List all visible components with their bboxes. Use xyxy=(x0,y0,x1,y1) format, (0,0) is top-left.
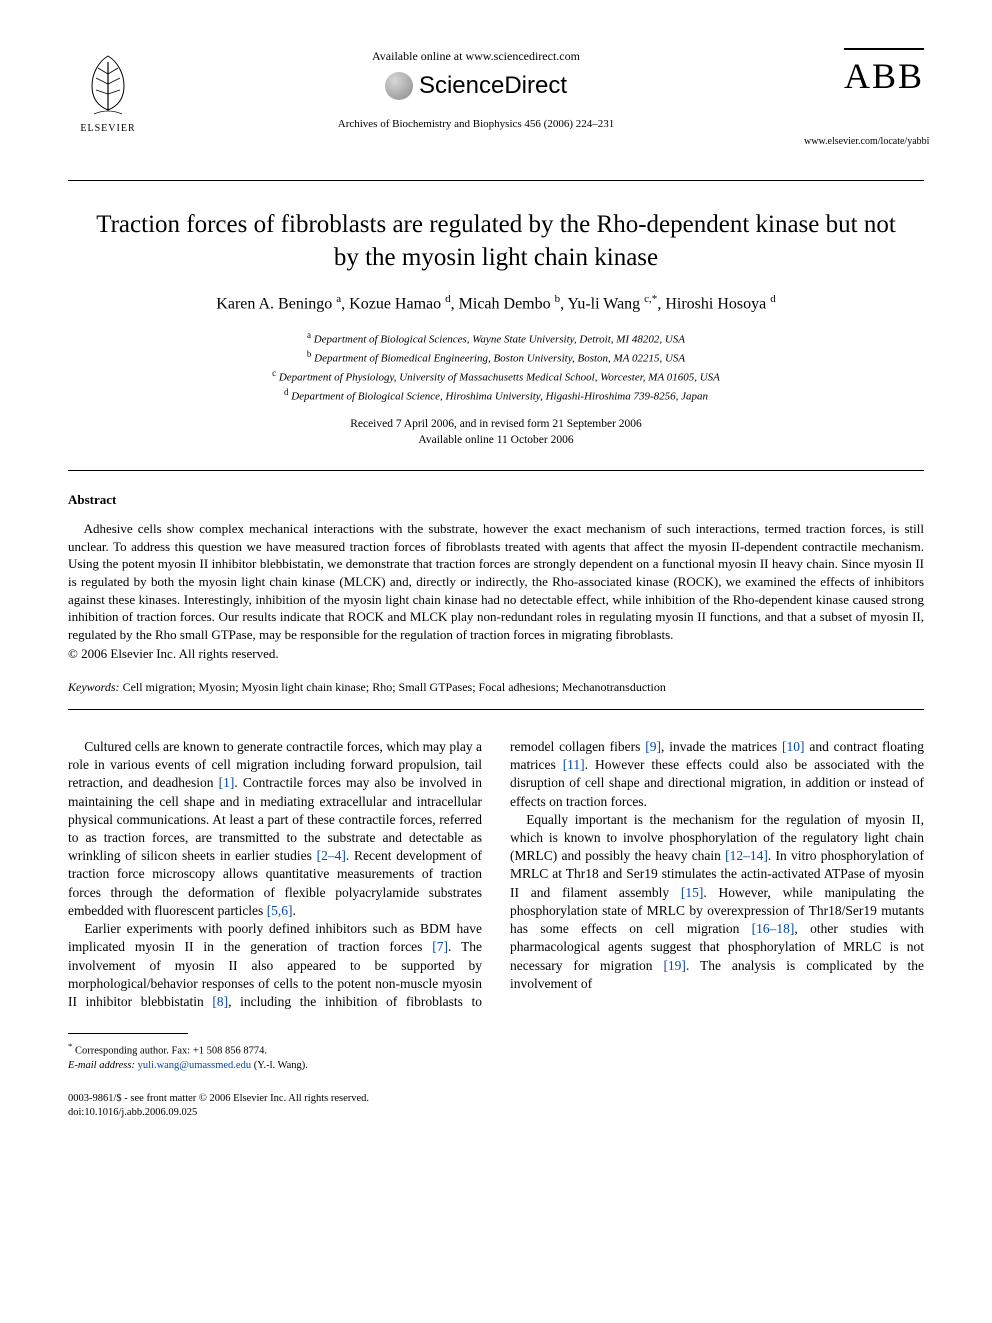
issn-copyright: 0003-9861/$ - see front matter © 2006 El… xyxy=(68,1092,924,1106)
header-right: ABB www.elsevier.com/locate/yabbi xyxy=(804,48,924,148)
abstract-heading: Abstract xyxy=(68,491,924,509)
front-matter-line: 0003-9861/$ - see front matter © 2006 El… xyxy=(68,1092,924,1119)
author-2-aff: d xyxy=(445,293,451,305)
keywords-text: Cell migration; Myosin; Myosin light cha… xyxy=(120,680,666,694)
sciencedirect-logo: ScienceDirect xyxy=(168,70,784,102)
body-para-3: Equally important is the mechanism for t… xyxy=(510,811,924,993)
footnote-rule xyxy=(68,1033,188,1034)
ref-link-11[interactable]: [11] xyxy=(563,757,585,772)
author-5-aff: d xyxy=(770,293,776,305)
author-5: Hiroshi Hosoya xyxy=(665,295,766,312)
elsevier-logo-block: ELSEVIER xyxy=(68,48,148,136)
affiliation-b: b Department of Biomedical Engineering, … xyxy=(68,348,924,367)
ref-link-19[interactable]: [19] xyxy=(663,958,686,973)
header-center: Available online at www.sciencedirect.co… xyxy=(148,48,804,131)
affiliations-block: a Department of Biological Sciences, Way… xyxy=(68,329,924,406)
email-address[interactable]: yuli.wang@umassmed.edu xyxy=(138,1060,252,1071)
online-date: Available online 11 October 2006 xyxy=(68,432,924,448)
abstract-copyright: © 2006 Elsevier Inc. All rights reserved… xyxy=(68,645,924,663)
ref-link-12-14[interactable]: [12–14] xyxy=(725,848,768,863)
ref-link-15[interactable]: [15] xyxy=(681,885,704,900)
author-3: Micah Dembo xyxy=(459,295,551,312)
available-online-text: Available online at www.sciencedirect.co… xyxy=(168,48,784,64)
sciencedirect-text: ScienceDirect xyxy=(419,70,567,102)
email-suffix: (Y.-l. Wang). xyxy=(251,1060,308,1071)
affiliation-c: c Department of Physiology, University o… xyxy=(68,367,924,386)
dates-block: Received 7 April 2006, and in revised fo… xyxy=(68,416,924,448)
author-3-aff: b xyxy=(555,293,561,305)
journal-logo-abb: ABB xyxy=(844,48,924,101)
ref-link-1[interactable]: [1] xyxy=(219,775,235,790)
email-label: E-mail address: xyxy=(68,1060,135,1071)
author-2: Kozue Hamao xyxy=(349,295,441,312)
author-1: Karen A. Beningo xyxy=(216,295,332,312)
abstract-body: Adhesive cells show complex mechanical i… xyxy=(68,520,924,643)
author-1-aff: a xyxy=(336,293,341,305)
doi: doi:10.1016/j.abb.2006.09.025 xyxy=(68,1106,924,1120)
sciencedirect-ball-icon xyxy=(385,72,413,100)
keywords-line: Keywords: Cell migration; Myosin; Myosin… xyxy=(68,679,924,695)
ref-link-7[interactable]: [7] xyxy=(432,939,448,954)
affiliation-a: a Department of Biological Sciences, Way… xyxy=(68,329,924,348)
abstract-bottom-rule xyxy=(68,709,924,710)
received-date: Received 7 April 2006, and in revised fo… xyxy=(68,416,924,432)
article-title: Traction forces of fibroblasts are regul… xyxy=(88,209,904,274)
author-4-aff: c,* xyxy=(644,293,657,305)
corresponding-author: * Corresponding author. Fax: +1 508 856 … xyxy=(68,1040,924,1059)
author-4: Yu-li Wang xyxy=(568,295,641,312)
ref-link-5-6[interactable]: [5,6] xyxy=(267,903,293,918)
ref-link-10[interactable]: [10] xyxy=(782,739,805,754)
header-row: ELSEVIER Available online at www.science… xyxy=(68,48,924,148)
ref-link-2-4[interactable]: [2–4] xyxy=(317,848,346,863)
affiliation-d: d Department of Biological Science, Hiro… xyxy=(68,386,924,405)
email-line: E-mail address: yuli.wang@umassmed.edu (… xyxy=(68,1059,924,1074)
footnote-block: * Corresponding author. Fax: +1 508 856 … xyxy=(68,1040,924,1074)
ref-link-8[interactable]: [8] xyxy=(212,994,228,1009)
body-columns: Cultured cells are known to generate con… xyxy=(68,738,924,1011)
elsevier-label: ELSEVIER xyxy=(80,122,135,136)
abstract-top-rule xyxy=(68,470,924,471)
header-rule xyxy=(68,180,924,181)
keywords-label: Keywords: xyxy=(68,680,120,694)
ref-link-16-18[interactable]: [16–18] xyxy=(752,921,795,936)
elsevier-tree-icon xyxy=(78,48,138,120)
body-para-1: Cultured cells are known to generate con… xyxy=(68,738,482,920)
journal-url: www.elsevier.com/locate/yabbi xyxy=(804,135,924,149)
authors-line: Karen A. Beningo a, Kozue Hamao d, Micah… xyxy=(68,292,924,315)
ref-link-9[interactable]: [9] xyxy=(645,739,661,754)
journal-reference: Archives of Biochemistry and Biophysics … xyxy=(168,117,784,132)
